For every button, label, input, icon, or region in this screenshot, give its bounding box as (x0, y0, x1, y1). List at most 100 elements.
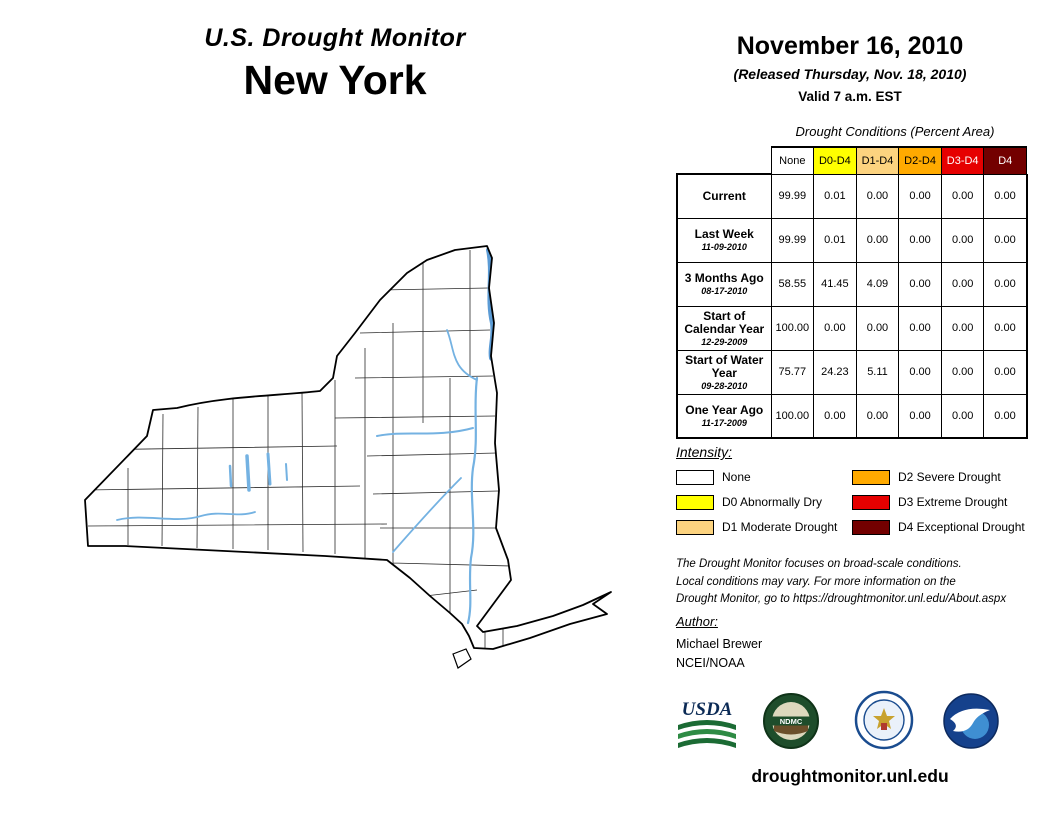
new-york-state-map (84, 245, 612, 669)
report-title: U.S. Drought Monitor (204, 24, 466, 52)
noaa-logo-icon (943, 693, 999, 749)
value-cell: 0.00 (983, 305, 1028, 351)
value-cell: 0.00 (898, 261, 942, 307)
hudson-river (466, 376, 479, 625)
value-cell: 100.00 (770, 393, 815, 439)
legend-column-1: None D0 Abnormally Dry D1 Moderate Droug… (676, 469, 837, 544)
value-cell: 0.00 (940, 173, 985, 219)
legend-label: None (722, 470, 751, 484)
value-cell: 0.00 (898, 349, 942, 395)
legend-swatch-d4 (852, 519, 890, 535)
row-label: One Year Ago 11-17-2009 (676, 393, 772, 439)
legend-item-d0: D0 Abnormally Dry (676, 494, 837, 510)
mohawk-river (376, 427, 474, 437)
value-cell: 58.55 (770, 261, 815, 307)
state-fill (85, 246, 611, 649)
legend-item-d3: D3 Extreme Drought (852, 494, 1025, 510)
disclaimer-line: Drought Monitor, go to https://droughtmo… (676, 593, 1007, 605)
table-row-3-months-ago: 3 Months Ago 08-17-2010 58.55 41.45 4.09 … (676, 261, 1028, 307)
disclaimer-text: The Drought Monitor focuses on broad-sca… (676, 556, 1036, 609)
legend-label: D1 Moderate Drought (722, 520, 838, 534)
table-header-row: None D0-D4 D1-D4 D2-D4 D3-D4 D4 (677, 146, 1028, 175)
legend-title: Intensity: (676, 444, 733, 460)
col-header-d4: D4 (983, 146, 1028, 175)
usda-logo-text: USDA (682, 699, 733, 720)
legend-swatch-d1 (676, 519, 714, 535)
legend-label: D4 Exceptional Drought (898, 520, 1025, 534)
legend-swatch-none (676, 469, 714, 485)
upper-hudson-river (446, 329, 478, 381)
value-cell: 0.00 (983, 261, 1028, 307)
value-cell: 0.00 (983, 173, 1028, 219)
delaware-river (392, 477, 462, 553)
legend-label: D2 Severe Drought (898, 470, 1001, 484)
legend-swatch-d2 (852, 469, 890, 485)
value-cell: 0.00 (940, 305, 985, 351)
map-date: November 16, 2010 (736, 32, 964, 60)
table-row-one-year-ago: One Year Ago 11-17-2009 100.00 0.00 0.00 … (676, 393, 1028, 439)
row-label: Current (676, 173, 772, 219)
author-heading: Author: (676, 614, 718, 629)
col-header-d3-d4: D3-D4 (940, 146, 985, 175)
value-cell: 99.99 (770, 173, 815, 219)
value-cell: 0.00 (898, 173, 942, 219)
legend-item-d2: D2 Severe Drought (852, 469, 1025, 485)
legend-swatch-d3 (852, 494, 890, 510)
value-cell: 0.00 (898, 305, 942, 351)
table-caption: Drought Conditions (Percent Area) (795, 124, 995, 139)
value-cell: 0.00 (940, 217, 985, 263)
value-cell: 0.00 (855, 305, 900, 351)
finger-lake-icon (245, 454, 251, 492)
state-name: New York (243, 57, 427, 103)
footer-url: droughtmonitor.unl.edu (751, 766, 949, 786)
value-cell: 5.11 (855, 349, 900, 395)
value-cell: 0.00 (983, 349, 1028, 395)
row-label: Start of Calendar Year 12-29-2009 (676, 305, 772, 351)
finger-lake-icon (266, 452, 272, 486)
value-cell: 4.09 (855, 261, 900, 307)
usda-logo-icon: USDA (678, 699, 736, 748)
legend-swatch-d0 (676, 494, 714, 510)
row-label: Last Week 11-09-2010 (676, 217, 772, 263)
department-of-commerce-seal-icon (854, 690, 914, 750)
col-header-d1-d4: D1-D4 (855, 146, 900, 175)
value-cell: 0.00 (983, 393, 1028, 439)
value-cell: 0.00 (940, 261, 985, 307)
value-cell: 0.01 (813, 217, 857, 263)
info-panel: November 16, 2010 (Released Thursday, No… (660, 0, 1040, 816)
table-corner (677, 147, 771, 174)
legend-label: D3 Extreme Drought (898, 495, 1008, 509)
value-cell: 0.00 (898, 393, 942, 439)
finger-lake-icon (228, 464, 233, 488)
value-cell: 24.23 (813, 349, 857, 395)
valid-time: Valid 7 a.m. EST (798, 89, 902, 104)
author-organization: NCEI/NOAA (676, 656, 745, 670)
ndmc-logo-text: NDMC (780, 717, 803, 726)
title-block: U.S. Drought Monitor New York (90, 24, 580, 104)
value-cell: 0.00 (940, 349, 985, 395)
legend-column-2: D2 Severe Drought D3 Extreme Drought D4 … (852, 469, 1025, 544)
finger-lake-icon (285, 463, 288, 481)
county-borders (85, 250, 512, 649)
table-row-current: Current 99.99 0.01 0.00 0.00 0.00 0.00 (676, 173, 1028, 219)
value-cell: 0.00 (898, 217, 942, 263)
value-cell: 0.00 (813, 393, 857, 439)
drought-conditions-table: None D0-D4 D1-D4 D2-D4 D3-D4 D4 Current … (676, 146, 1028, 439)
legend-item-d1: D1 Moderate Drought (676, 519, 837, 535)
released-date: (Released Thursday, Nov. 18, 2010) (733, 66, 967, 82)
legend-item-none: None (676, 469, 837, 485)
value-cell: 0.00 (855, 217, 900, 263)
value-cell: 0.00 (855, 173, 900, 219)
ndmc-logo-icon: NDMC (763, 693, 819, 749)
value-cell: 0.00 (983, 217, 1028, 263)
value-cell: 99.99 (770, 217, 815, 263)
disclaimer-line: The Drought Monitor focuses on broad-sca… (676, 558, 962, 570)
legend-item-d4: D4 Exceptional Drought (852, 519, 1025, 535)
legend-label: D0 Abnormally Dry (722, 495, 823, 509)
col-header-d2-d4: D2-D4 (898, 146, 942, 175)
table-row-start-of-water-year: Start of Water Year 09-28-2010 75.77 24.2… (676, 349, 1028, 395)
table-row-start-of-calendar-year: Start of Calendar Year 12-29-2009 100.00 … (676, 305, 1028, 351)
value-cell: 0.00 (940, 393, 985, 439)
disclaimer-line: Local conditions may vary. For more info… (676, 575, 956, 588)
